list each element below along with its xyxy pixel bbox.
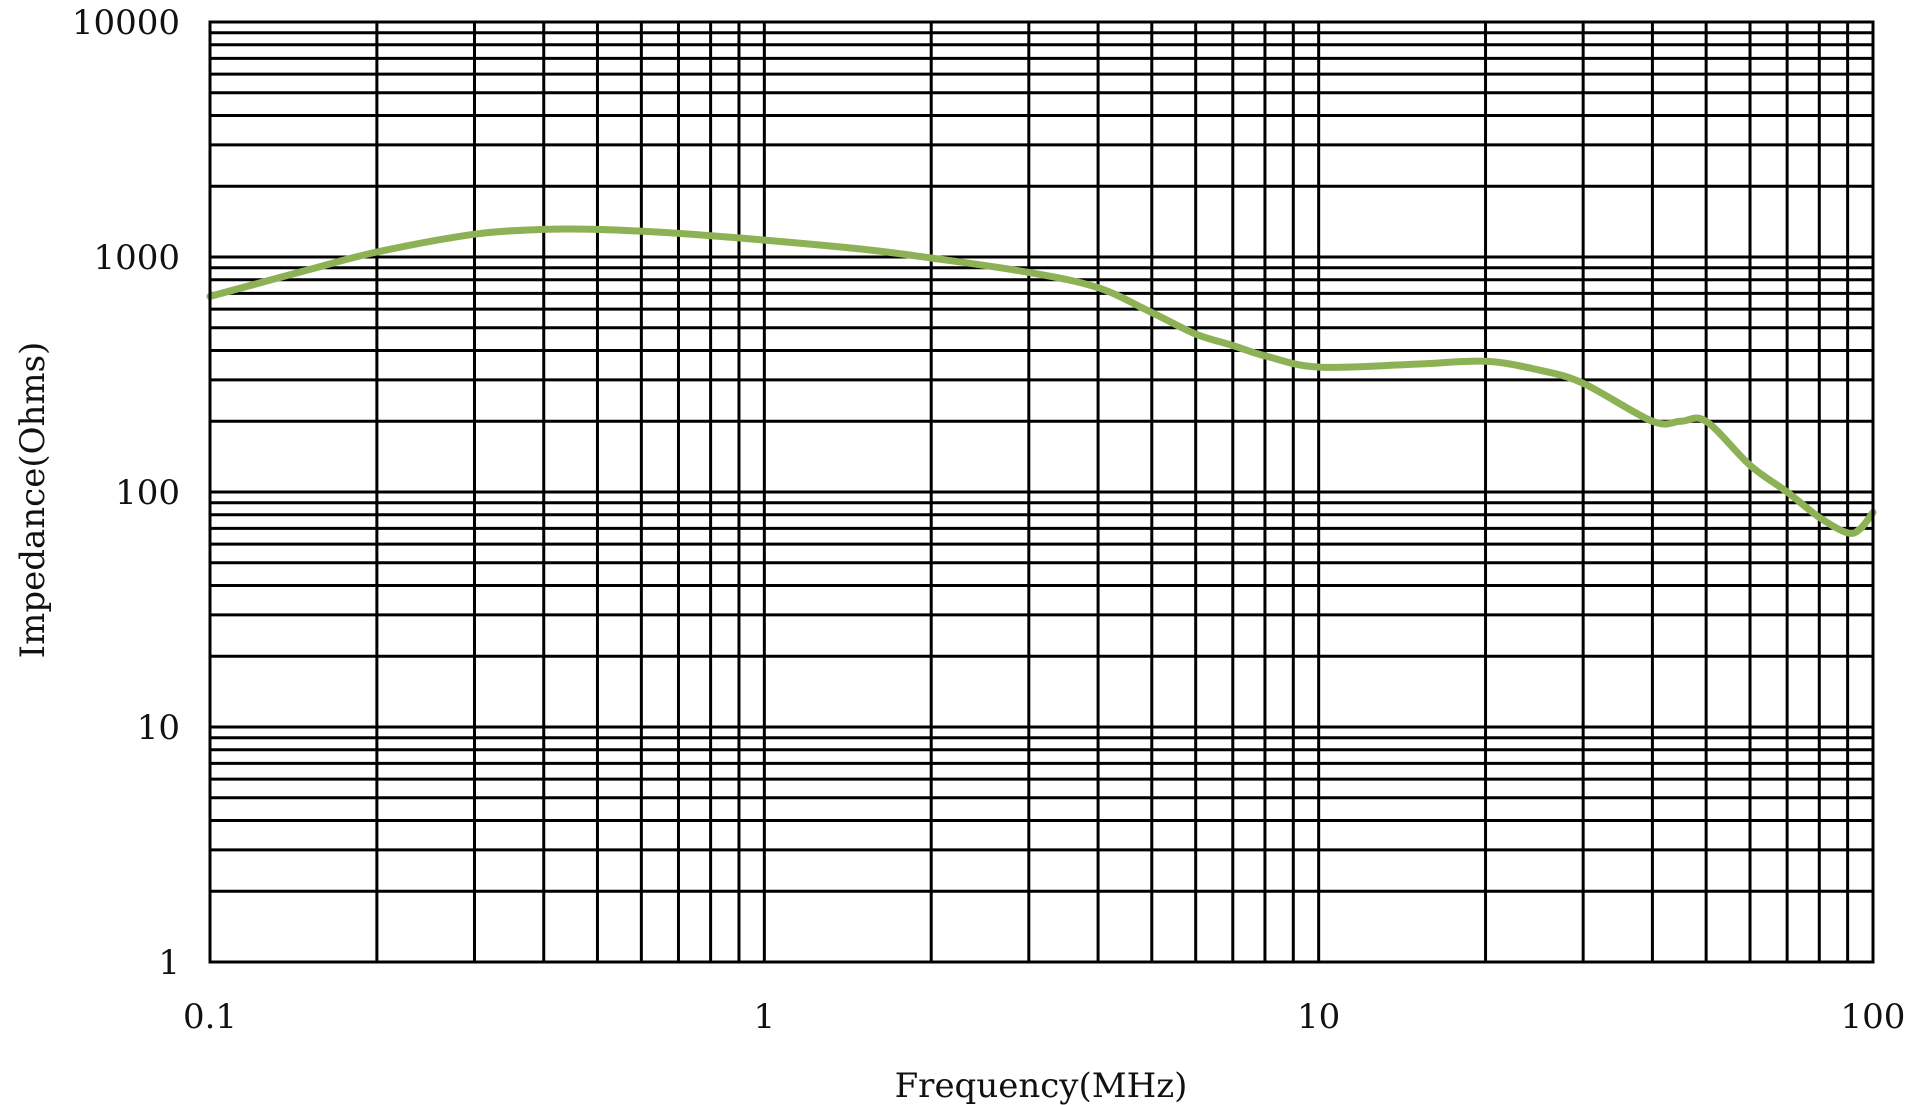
y-tick-label: 1: [158, 943, 180, 983]
series-group: [206, 225, 1877, 537]
x-tick-label: 10: [1297, 997, 1340, 1037]
y-tick-label: 10000: [72, 3, 180, 43]
impedance-curve: [206, 225, 1877, 537]
x-axis-title: Frequency(MHz): [895, 1066, 1188, 1105]
y-tick-label: 1000: [93, 238, 180, 278]
x-tick-label: 0.1: [183, 997, 237, 1037]
x-tick-label: 1: [754, 997, 776, 1037]
grid: [208, 22, 1873, 964]
y-tick-labels: 1 10 100 1000 10000: [72, 3, 180, 983]
x-tick-labels: 0.1 1 10 100: [183, 997, 1905, 1037]
y-tick-label: 100: [115, 473, 180, 513]
plot-frame: [208, 20, 1875, 964]
x-tick-label: 100: [1841, 997, 1906, 1037]
y-axis-title: Impedance(Ohms): [13, 342, 53, 659]
y-tick-label: 10: [137, 708, 180, 748]
